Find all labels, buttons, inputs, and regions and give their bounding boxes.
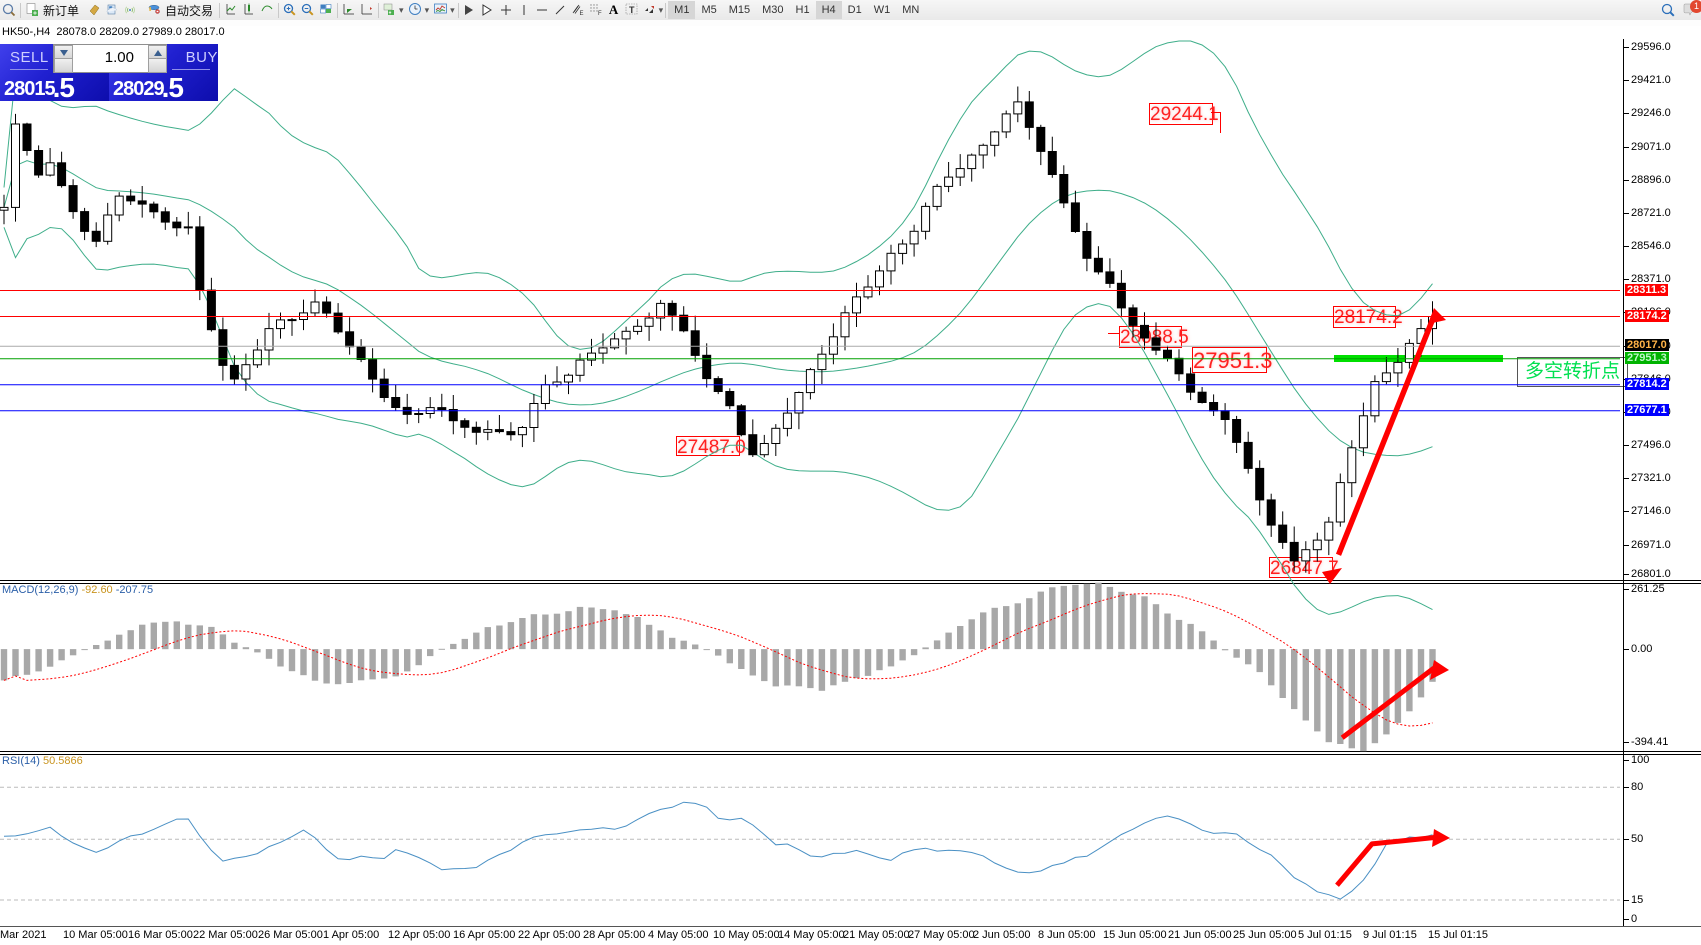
svg-text:E: E [579,11,583,17]
svg-text:T: T [629,5,635,15]
svg-text:F: F [598,11,602,17]
